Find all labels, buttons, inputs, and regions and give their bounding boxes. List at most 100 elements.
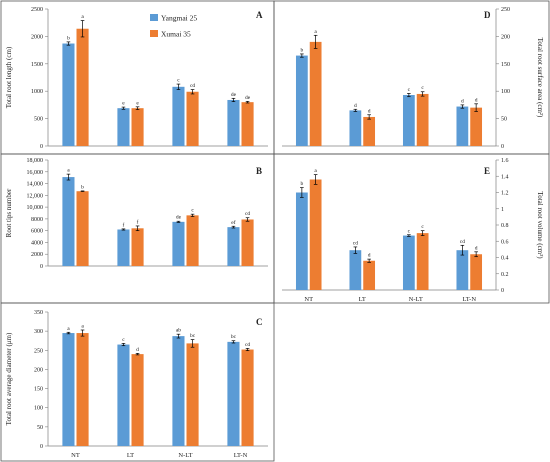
y-axis-label-d: Total root surface area (cm²) (536, 38, 544, 118)
bar-d-s1 (349, 110, 362, 146)
bar-c-s1 (172, 336, 185, 446)
y-tick-label-c: 250 (34, 348, 43, 354)
y-tick-label-d: 0 (501, 144, 504, 150)
significance-letter-c: bc (231, 334, 237, 340)
y-tick-label-d: 200 (501, 34, 510, 40)
x-tick-label-c: N-LT (178, 452, 192, 459)
significance-letter-b: cd (245, 211, 250, 217)
legend: Yangmai 25 Xumai 35 (150, 14, 197, 39)
y-tick-label-a: 1500 (31, 62, 43, 68)
y-tick-label-a: 0 (40, 144, 43, 150)
significance-letter-b: de (176, 215, 182, 221)
y-tick-label-b: 8000 (31, 217, 43, 223)
y-tick-label-c: 100 (34, 406, 43, 412)
significance-letter-d: b (300, 47, 303, 53)
significance-letter-e: cd (460, 239, 465, 245)
y-tick-label-a: 2500 (31, 7, 43, 13)
bar-b-s1 (62, 177, 75, 266)
bar-c-s2 (76, 333, 89, 446)
y-tick-label-d: 100 (501, 89, 510, 95)
significance-letter-a: c (177, 78, 180, 84)
x-tick-label-c: LT-N (234, 452, 248, 459)
y-axis-label-c: Total root average diameter (μm) (5, 332, 13, 425)
significance-letter-c: c (122, 337, 125, 343)
significance-letter-d: d (368, 108, 371, 114)
significance-letter-e: c (421, 224, 424, 230)
panel-label-c: C (256, 317, 263, 327)
significance-letter-b: b (81, 184, 84, 190)
y-tick-label-e: 0.4 (501, 256, 509, 262)
y-tick-label-d: 250 (501, 7, 510, 13)
y-tick-label-c: 150 (34, 387, 43, 393)
y-tick-label-e: 1.4 (501, 174, 509, 180)
panel-frame-c (0, 302, 275, 462)
significance-letter-e: d (368, 253, 371, 259)
x-tick-label-c: LT (127, 452, 134, 459)
panel-label-b: B (256, 166, 262, 176)
chart-panel-e: 0 0.2 0.4 0.6 0.8 1 1.2 1.4 1.6 Total root volume… (282, 158, 544, 303)
significance-letter-c: bc (190, 333, 196, 339)
bar-a-s1 (227, 99, 240, 146)
bar-d-s1 (402, 95, 415, 146)
bar-c-s2 (241, 349, 254, 446)
bar-b-s2 (241, 219, 254, 266)
chart-panel-c: 0 50 100 150 200 250 300 350 Total root average … (5, 310, 268, 459)
significance-letter-d: c (408, 87, 411, 93)
y-tick-label-e: 0 (501, 288, 504, 294)
significance-letter-e: a (314, 168, 317, 174)
legend-label-s1: Yangmai 25 (161, 14, 197, 23)
bar-a-s1 (172, 86, 185, 146)
y-tick-label-b: 10,000 (27, 205, 44, 211)
bar-e-s1 (295, 192, 308, 290)
significance-letter-a: de (231, 92, 237, 98)
y-axis-label-e: Total root volume (cm³) (536, 191, 544, 259)
bar-c-s2 (186, 343, 199, 446)
panel-label-d: D (484, 10, 491, 20)
bar-a-s2 (186, 91, 199, 146)
bar-c-s1 (117, 344, 130, 446)
y-tick-label-e: 1.6 (501, 158, 509, 164)
bar-d-s1 (295, 55, 308, 146)
y-tick-label-d: 50 (501, 117, 507, 123)
panel-label-a: A (256, 10, 263, 20)
significance-letter-d: a (314, 29, 317, 35)
bar-e-s1 (402, 235, 415, 290)
y-axis-label-a: Total root length (cm) (5, 46, 13, 108)
significance-letter-c: d (136, 347, 139, 353)
y-tick-label-b: 14,000 (27, 182, 44, 188)
bar-b-s1 (117, 229, 130, 266)
y-tick-label-e: 0.8 (501, 223, 509, 229)
y-tick-label-b: 2000 (31, 252, 43, 258)
bar-c-s1 (62, 333, 75, 446)
y-tick-label-a: 1000 (31, 89, 43, 95)
significance-letter-d: d (475, 97, 478, 103)
bar-e-s1 (456, 250, 469, 290)
legend-swatch-s2 (150, 30, 158, 37)
y-tick-label-c: 50 (37, 425, 43, 431)
significance-letter-b: f (123, 221, 125, 228)
chart-panel-a: 0 500 1000 1500 2000 2500 Total root length (c… (5, 7, 268, 150)
bar-e-s2 (309, 179, 322, 290)
y-tick-label-a: 500 (34, 117, 43, 123)
y-tick-label-b: 6000 (31, 229, 43, 235)
significance-letter-c: a (81, 323, 84, 329)
significance-letter-d: d (461, 98, 464, 104)
x-tick-label-e: LT-N (462, 296, 476, 303)
y-tick-label-e: 1.2 (501, 191, 509, 197)
bar-d-s2 (416, 93, 429, 146)
bar-c-s2 (131, 354, 144, 446)
significance-letter-a: e (136, 100, 139, 106)
panel-label-e: E (484, 166, 490, 176)
bar-d-s2 (309, 41, 322, 146)
significance-letter-d: c (421, 85, 424, 91)
bar-d-s2 (470, 107, 483, 146)
significance-letter-e: c (408, 228, 411, 234)
y-tick-label-e: 0.2 (501, 272, 509, 278)
chart-panel-b: 0 2000 4000 6000 8000 10,000 12,000 14,000 16,00… (5, 158, 268, 270)
significance-letter-e: d (475, 245, 478, 251)
y-tick-label-b: 4000 (31, 240, 43, 246)
bar-e-s1 (349, 250, 362, 290)
bar-e-s2 (363, 260, 376, 290)
significance-letter-e: b (300, 181, 303, 187)
